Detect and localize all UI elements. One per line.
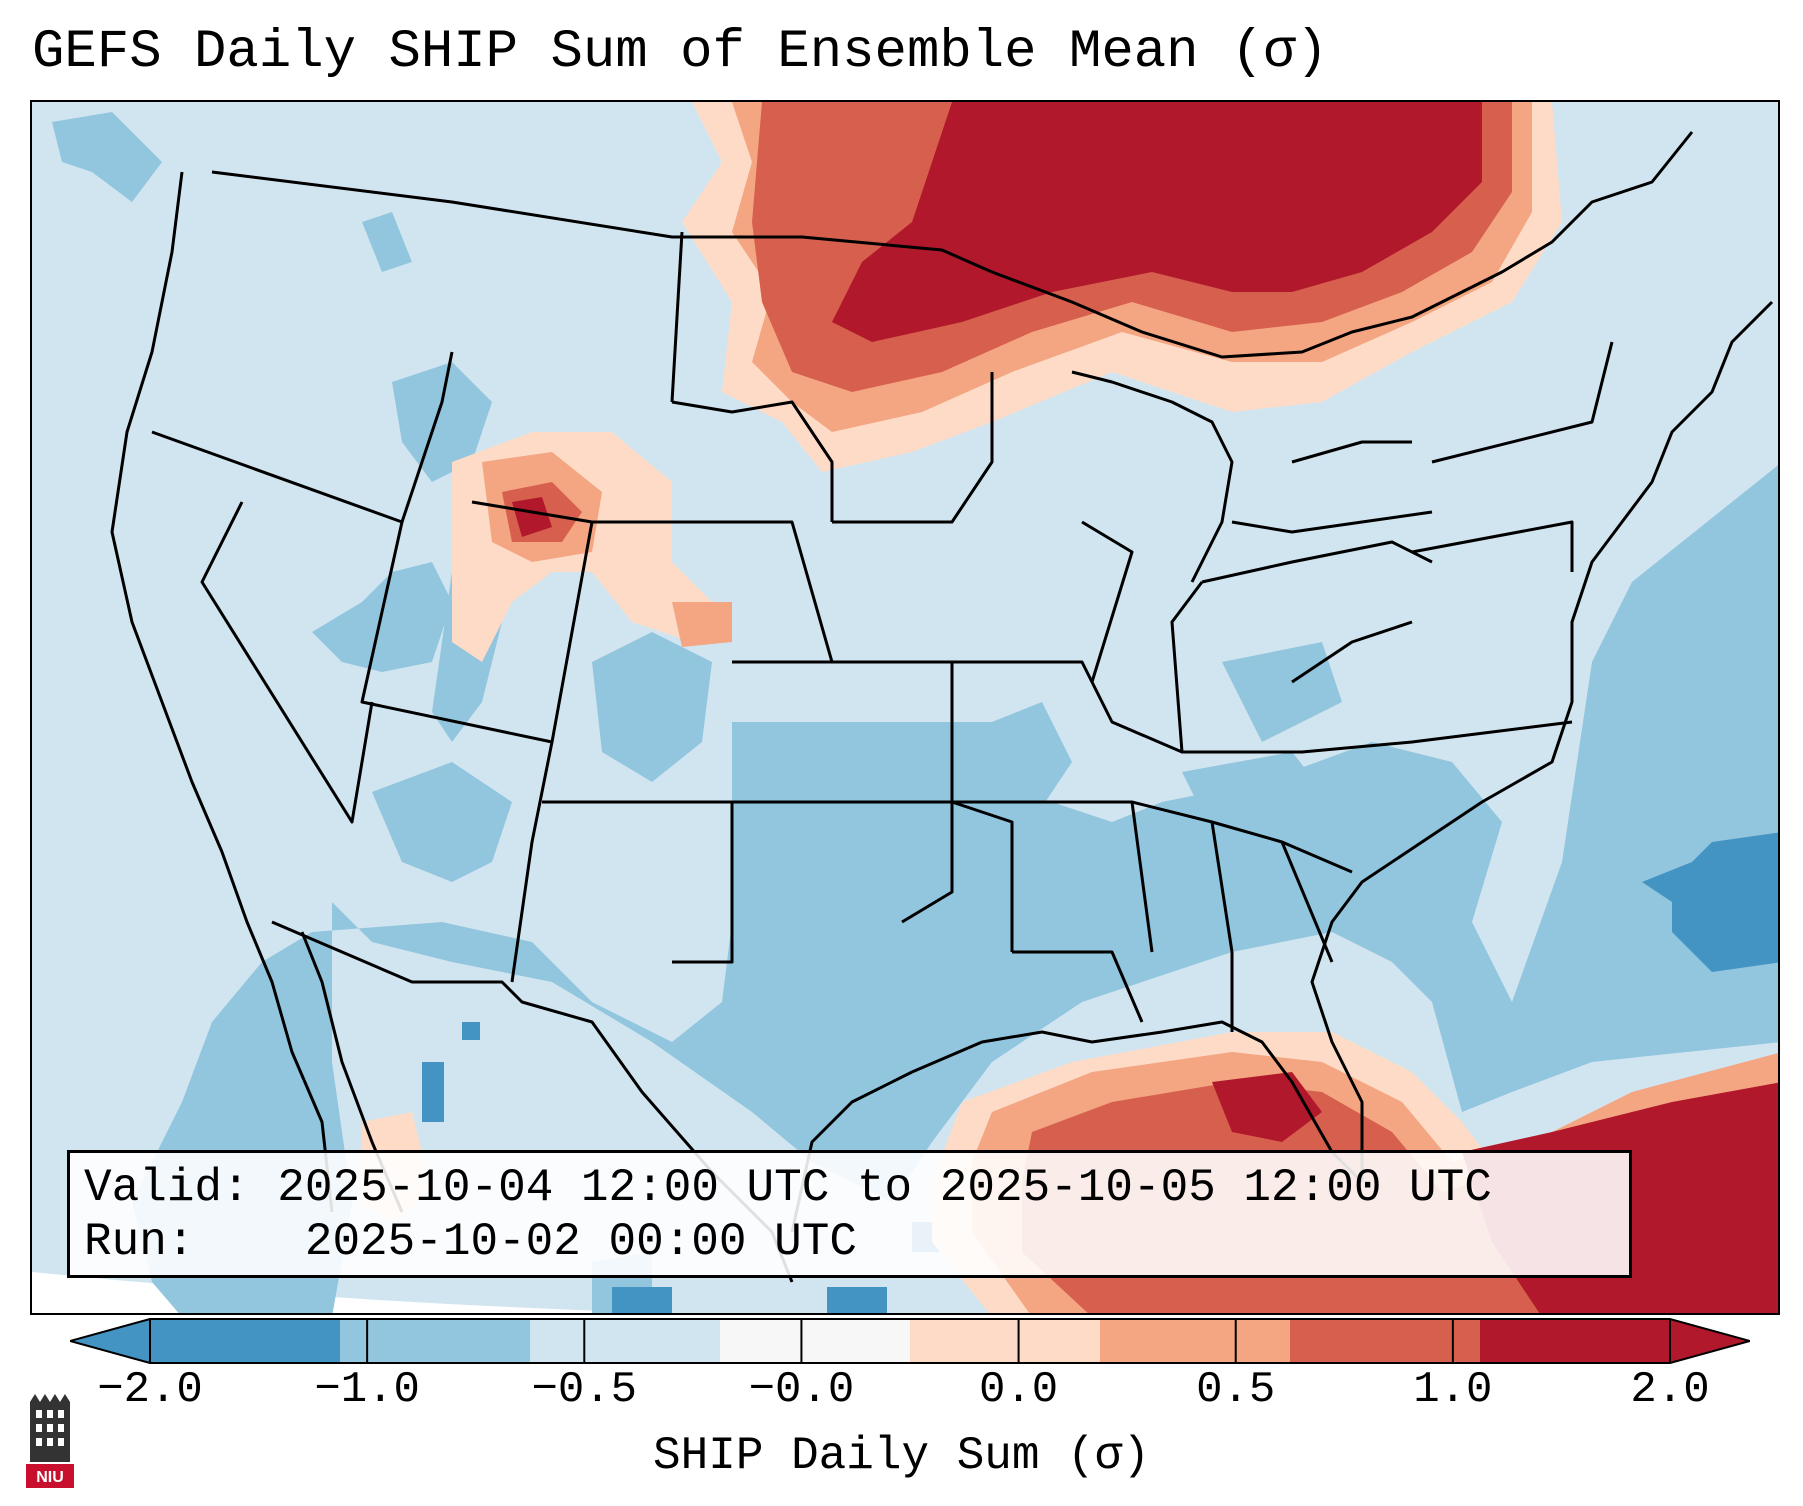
colorbar-ticks [149,1319,1671,1363]
colorbar [70,1318,1750,1364]
colorbar-segment [720,1319,911,1363]
map-title: GEFS Daily SHIP Sum of Ensemble Mean (σ) [32,22,1329,83]
valid-run-info-box: Valid: 2025-10-04 12:00 UTC to 2025-10-0… [67,1150,1632,1278]
negative-anomaly-regions [52,112,1778,1313]
valid-range: 2025-10-04 12:00 UTC to 2025-10-05 12:00… [277,1162,1492,1214]
colorbar-tick-label: 0.5 [1196,1365,1276,1415]
colorbar-segment [1290,1319,1481,1363]
colorbar-segment [340,1319,531,1363]
svg-text:NIU: NIU [36,1469,64,1486]
colorbar-segment [1100,1319,1291,1363]
colorbar-tick-label: 0.0 [978,1365,1059,1415]
map-canvas [32,102,1778,1313]
colorbar-segment [910,1319,1101,1363]
run-time: 2025-10-02 00:00 UTC [304,1216,857,1268]
colorbar-segment [530,1319,721,1363]
colorbar-segment [150,1319,341,1363]
colorbar-segment [1480,1319,1671,1363]
colorbar-extend-low [70,1319,150,1363]
colorbar-tick-label: 2.0 [1630,1365,1710,1415]
colorbar-tick-label: −1.0 [314,1365,420,1415]
valid-label: Valid: [84,1162,250,1214]
colorbar-tick-label: −0.0 [748,1365,855,1415]
map-panel [30,100,1780,1315]
political-boundaries [110,131,1774,1283]
colorbar-tick-label: −2.0 [97,1365,203,1415]
strong-negative-regions [422,832,1778,1313]
colorbar-extend-high [1670,1319,1750,1363]
niu-logo-icon: NIU [26,1394,74,1488]
colorbar-tick-label: −0.5 [531,1365,638,1415]
colorbar-label: SHIP Daily Sum (σ) [653,1430,1150,1482]
colorbar-tick-label: 1.0 [1413,1365,1493,1415]
run-label: Run: [84,1216,195,1268]
colorbar-segments [150,1319,1671,1363]
